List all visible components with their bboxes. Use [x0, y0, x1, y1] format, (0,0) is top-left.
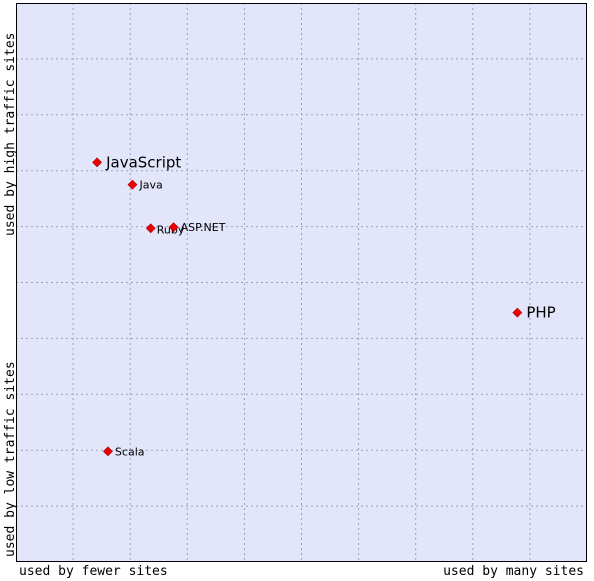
point-label: JavaScript	[105, 153, 181, 171]
plot-frame	[16, 3, 587, 562]
data-point-scala: Scala	[103, 445, 145, 458]
point-label: Java	[138, 179, 162, 192]
point-marker	[127, 179, 138, 190]
point-marker	[512, 307, 523, 318]
y-axis-label-low: used by low traffic sites	[3, 361, 18, 557]
data-point-asp-net: ASP.NET	[168, 221, 226, 234]
y-axis-label-high: used by high traffic sites	[3, 33, 18, 237]
point-marker	[92, 157, 103, 168]
data-point-php: PHP	[512, 304, 556, 322]
x-axis-label-high: used by many sites	[443, 564, 584, 579]
data-point-javascript: JavaScript	[92, 153, 181, 171]
point-label: ASP.NET	[181, 221, 226, 234]
point-marker	[168, 222, 179, 233]
grid-lines	[16, 3, 587, 562]
point-marker	[145, 223, 156, 234]
point-label: PHP	[526, 304, 555, 322]
x-axis-label-low: used by fewer sites	[19, 564, 168, 579]
point-marker	[103, 446, 113, 457]
point-label: Scala	[115, 445, 145, 458]
data-point-java: Java	[127, 179, 163, 192]
